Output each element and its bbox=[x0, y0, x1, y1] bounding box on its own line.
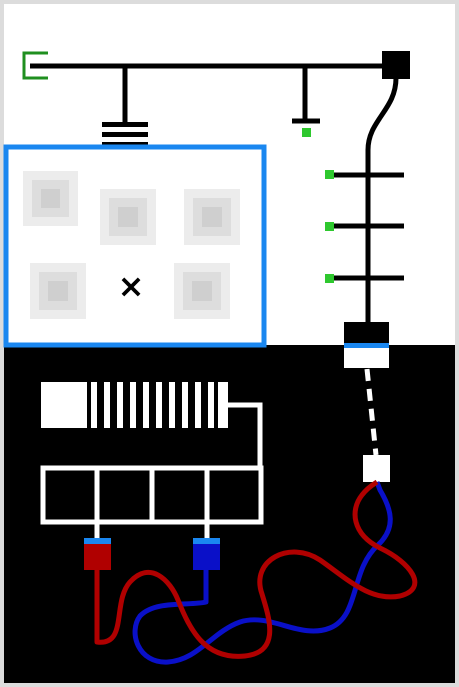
spring-assembly bbox=[40, 382, 264, 540]
dashed-link bbox=[364, 368, 379, 456]
connector-stripe bbox=[344, 343, 389, 348]
tile-1[interactable] bbox=[23, 171, 78, 226]
spring-head[interactable] bbox=[41, 382, 87, 428]
connector-top bbox=[344, 322, 389, 344]
spring-lead-wire bbox=[226, 402, 263, 468]
spring-coils bbox=[91, 382, 214, 428]
antenna-terminal-2[interactable] bbox=[325, 222, 334, 231]
top-wire-network bbox=[22, 51, 410, 147]
red-cable[interactable] bbox=[94, 479, 418, 659]
red-plug-cap bbox=[84, 538, 111, 544]
cables bbox=[94, 479, 418, 665]
tile-panel: × bbox=[3, 144, 267, 348]
empty-slot-mark: × bbox=[118, 267, 145, 305]
ground-bar-2 bbox=[102, 132, 148, 137]
antenna bbox=[325, 77, 404, 482]
antenna-terminal-1[interactable] bbox=[325, 170, 334, 179]
socket-left-green[interactable] bbox=[22, 51, 48, 80]
red-plug[interactable] bbox=[84, 538, 111, 570]
antenna-terminal-3[interactable] bbox=[325, 274, 334, 283]
connector-bottom bbox=[344, 348, 389, 368]
antenna-curve-wire bbox=[365, 77, 399, 325]
blue-plug-cap bbox=[193, 538, 220, 544]
ground-bar-1 bbox=[102, 122, 148, 127]
blue-plug-body[interactable] bbox=[193, 544, 220, 570]
red-plug-body[interactable] bbox=[84, 544, 111, 570]
switch-block[interactable] bbox=[382, 51, 410, 79]
tile-3[interactable] bbox=[184, 189, 240, 245]
blue-plug[interactable] bbox=[193, 538, 220, 570]
tile-5[interactable] bbox=[174, 263, 230, 319]
tap-terminal-green[interactable] bbox=[302, 128, 311, 137]
spring-end bbox=[218, 382, 228, 428]
tile-4[interactable] bbox=[30, 263, 86, 319]
receiver-block[interactable] bbox=[363, 455, 390, 482]
tile-2[interactable] bbox=[100, 189, 156, 245]
